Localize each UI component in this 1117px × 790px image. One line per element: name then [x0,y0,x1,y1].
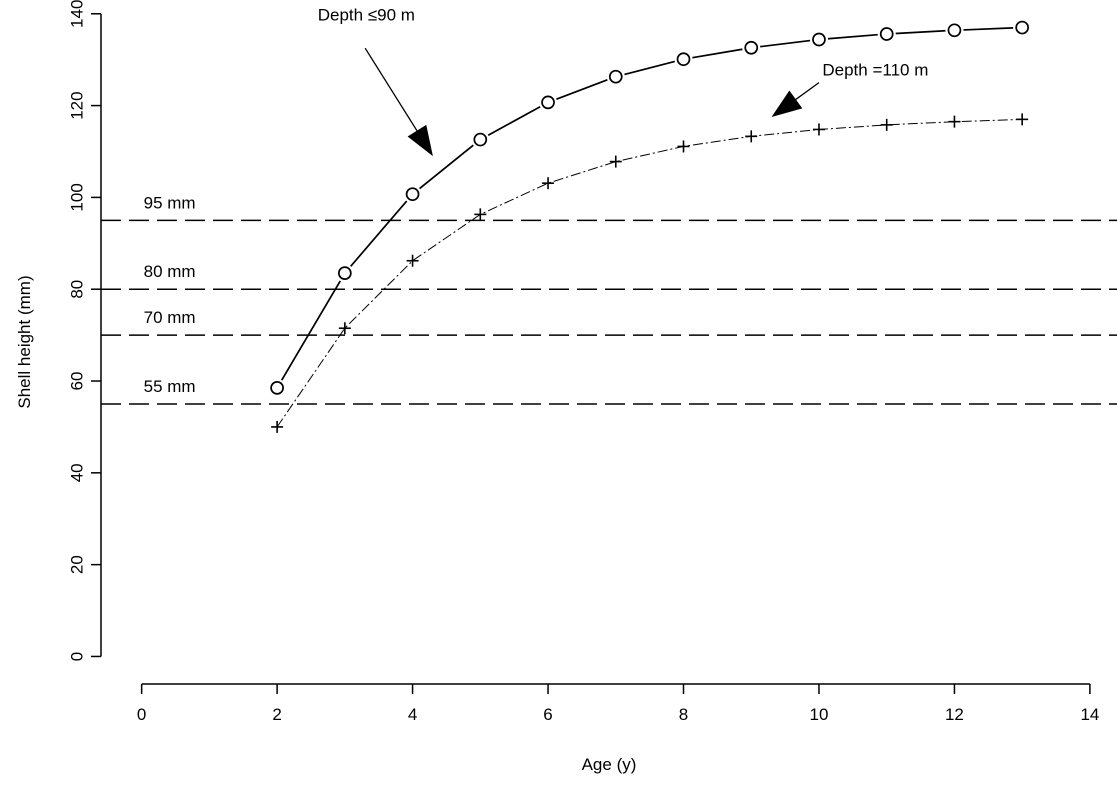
series-1-point [270,381,284,395]
series-1-point [947,23,962,38]
series-1-point [1015,20,1030,35]
series-1-point [405,187,420,202]
series-1-segment [827,33,878,40]
series-1-segment [895,29,946,35]
series-1-segment [350,200,408,267]
series-1-point [879,27,894,41]
series-1-segment [419,144,474,190]
x-tick-label: 4 [408,705,417,724]
x-tick-label: 6 [543,705,552,724]
x-tick-label: 0 [137,705,146,724]
annotation-arrow-shaft-2 [795,82,820,100]
series-1-point [337,266,352,280]
y-tick-label: 20 [68,555,87,574]
x-axis-title: Age (y) [582,755,637,774]
series-1-segment [487,105,541,136]
annotation-label-2: Depth =110 m [822,61,928,80]
x-tick-label: 10 [810,705,829,724]
y-axis-title: Shell height (mm) [15,275,34,408]
annotation-arrow-head-2 [771,90,803,118]
series-1-point [608,69,623,84]
series-1-segment [624,60,676,76]
series-1-segment [760,39,811,48]
annotation-arrow-shaft-1 [364,47,418,132]
annotation-arrow-head-1 [407,124,433,157]
reference-label-70: 70 mm [144,308,196,327]
reference-label-55: 55 mm [144,377,196,396]
series-1-point [676,52,691,67]
y-tick-label: 120 [68,91,87,119]
x-tick-label: 8 [679,705,688,724]
series-1-segment [280,280,341,381]
series-1-segment [692,48,743,59]
y-tick-label: 60 [68,372,87,391]
reference-lines [101,219,1117,405]
annotation-label-1: Depth ≤90 m [318,6,415,25]
series-1-point [812,32,826,47]
series-layer [270,20,1030,433]
reference-labels: 95 mm 80 mm 70 mm 55 mm [144,193,196,396]
annotations: Depth ≤90 m Depth =110 m [318,6,928,157]
series-1-segment [963,27,1014,31]
series-1-segment [556,79,608,100]
x-tick-label: 12 [945,705,964,724]
y-tick-label: 40 [68,463,87,482]
series-1 [270,20,1030,395]
series-2-line [276,118,1023,428]
series-1-point [744,40,759,55]
y-tick-label: 0 [68,652,87,661]
reference-label-80: 80 mm [144,262,196,281]
series-1-point [541,95,555,110]
x-tick-label: 2 [272,705,281,724]
y-tick-label: 140 [68,0,87,28]
y-tick-label: 80 [68,280,87,299]
x-tick-label: 14 [1080,705,1099,724]
series-2 [271,113,1029,433]
y-tick-label: 100 [68,183,87,211]
reference-label-95: 95 mm [144,193,196,212]
series-1-point [473,132,488,147]
